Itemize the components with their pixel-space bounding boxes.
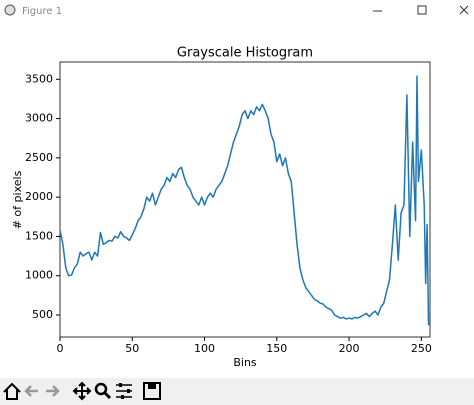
data-line <box>59 75 430 326</box>
chart-title: Grayscale Histogram <box>177 46 313 61</box>
x-tick-label: 250 <box>411 342 432 355</box>
pan-button[interactable] <box>72 381 92 401</box>
back-button[interactable] <box>24 385 38 397</box>
home-button[interactable] <box>3 382 21 400</box>
y-tick-label: 1000 <box>25 269 53 282</box>
y-tick-label: 1500 <box>25 229 53 242</box>
x-tick-label: 200 <box>339 342 360 355</box>
title-bar <box>0 0 474 22</box>
y-tick-label: 2000 <box>25 190 53 203</box>
configure-button[interactable] <box>116 383 132 399</box>
y-tick-label: 3500 <box>25 72 53 85</box>
y-tick-label: 3000 <box>25 112 53 125</box>
toolbar <box>0 378 474 405</box>
zoom-button[interactable] <box>94 382 112 400</box>
x-axis-label: Bins <box>233 356 257 369</box>
x-tick-label: 50 <box>125 342 139 355</box>
maximize-button[interactable] <box>417 5 427 15</box>
window-title: Figure 1 <box>22 6 62 17</box>
x-tick-label: 150 <box>266 342 287 355</box>
save-button[interactable] <box>143 382 161 400</box>
x-tick-label: 0 <box>57 342 64 355</box>
y-axis-label: # of pixels <box>11 170 24 229</box>
y-tick-label: 500 <box>32 308 53 321</box>
x-tick-label: 100 <box>194 342 215 355</box>
app-icon <box>4 4 16 16</box>
forward-button[interactable] <box>46 385 60 397</box>
plot-frame <box>59 61 431 338</box>
y-tick-label: 2500 <box>25 151 53 164</box>
close-button[interactable] <box>459 5 469 15</box>
